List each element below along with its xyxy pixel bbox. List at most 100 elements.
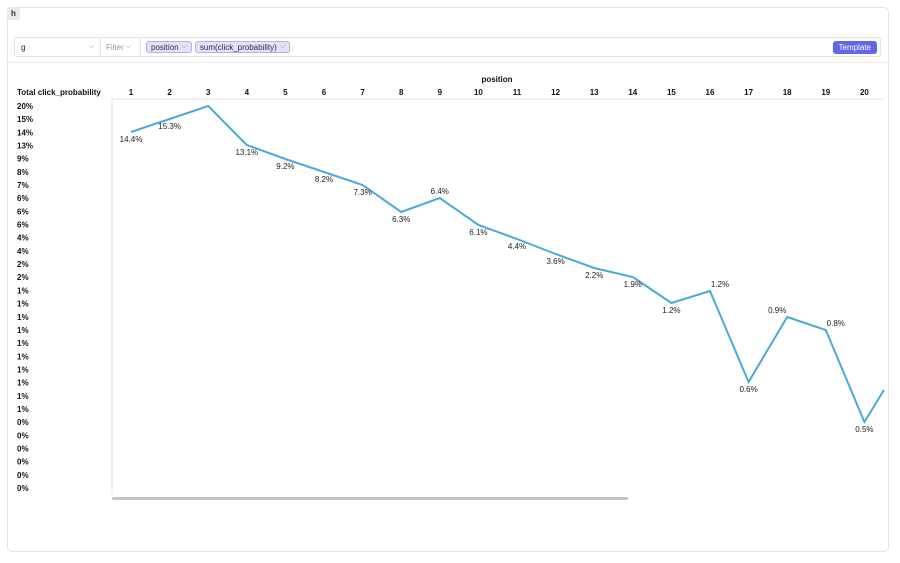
y-tick-label: 1% [17, 379, 29, 388]
data-label: 14.4% [120, 135, 143, 144]
y-tick-label: 1% [17, 326, 29, 335]
y-tick-label: 2% [17, 273, 29, 282]
tab-label: h [11, 9, 16, 18]
data-label: 1.9% [624, 280, 642, 289]
y-tick-label: 14% [17, 128, 33, 137]
y-tick-label: 20% [17, 102, 33, 111]
data-label: 4.4% [508, 242, 526, 251]
x-tick-label: 20 [860, 88, 869, 97]
data-label: 0.8% [827, 319, 845, 328]
x-tick-label: 15 [667, 88, 676, 97]
y-tick-label: 0% [17, 444, 29, 453]
y-tick-label: 4% [17, 247, 29, 256]
y-tick-label: 1% [17, 300, 29, 309]
data-point[interactable] [283, 157, 288, 162]
horizontal-scrollbar[interactable] [112, 497, 628, 500]
y-tick-label: 0% [17, 471, 29, 480]
x-tick-label: 14 [628, 88, 637, 97]
y-tick-label: 1% [17, 365, 29, 374]
data-point[interactable] [708, 289, 713, 294]
data-label: 1.2% [662, 306, 680, 315]
data-point[interactable] [592, 266, 597, 271]
x-tick-label: 2 [167, 88, 172, 97]
chart-card [7, 7, 889, 552]
data-point[interactable] [515, 237, 520, 242]
x-tick-label: 16 [706, 88, 715, 97]
data-label: 0.5% [855, 425, 873, 434]
y-tick-label: 15% [17, 115, 33, 124]
data-point[interactable] [129, 130, 134, 135]
table-select[interactable]: g ⌵ [15, 38, 101, 56]
y-tick-label: 0% [17, 418, 29, 427]
y-tick-label: 1% [17, 339, 29, 348]
y-tick-label: 1% [17, 405, 29, 414]
x-tick-label: 6 [322, 88, 327, 97]
x-tick-label: 10 [474, 88, 483, 97]
template-button[interactable]: Template [832, 40, 877, 54]
data-point[interactable] [823, 328, 828, 333]
series-line [130, 104, 885, 425]
data-point[interactable] [244, 143, 249, 148]
x-tick-label: 5 [283, 88, 288, 97]
y-tick-label: 0% [17, 484, 29, 493]
data-label: 6.1% [469, 228, 487, 237]
data-point[interactable] [630, 275, 635, 280]
query-toolbar: g ⌵ Filter ⌵ position ⌵ sum(click_probab… [14, 37, 881, 57]
data-label: 3.6% [546, 257, 564, 266]
data-label: 6.3% [392, 215, 410, 224]
data-point[interactable] [437, 196, 442, 201]
data-point[interactable] [862, 420, 867, 425]
y-tick-label: 4% [17, 234, 29, 243]
data-point[interactable] [322, 170, 327, 175]
data-label: 8.2% [315, 175, 333, 184]
measure-pill[interactable]: sum(click_probability) ⌵ [194, 41, 291, 53]
chevron-down-icon: ⌵ [279, 43, 286, 50]
data-point[interactable] [553, 252, 558, 257]
filter-placeholder: Filter [106, 42, 124, 52]
x-tick-label: 12 [551, 88, 560, 97]
x-tick-label: 7 [360, 88, 365, 97]
chevron-down-icon: ⌵ [88, 43, 94, 50]
table-select-value: g [21, 42, 26, 52]
data-point[interactable] [785, 315, 790, 320]
data-label: 15.3% [158, 122, 181, 131]
x-tick-label: 11 [513, 88, 522, 97]
data-point[interactable] [399, 210, 404, 215]
data-label: 9.2% [276, 162, 294, 171]
data-point[interactable] [476, 223, 481, 228]
x-tick-label: 13 [590, 88, 599, 97]
data-label: 1.2% [711, 280, 729, 289]
y-tick-label: 0% [17, 431, 29, 440]
y-tick-label: 1% [17, 313, 29, 322]
x-tick-label: 3 [206, 88, 211, 97]
x-axis-title: position [481, 75, 512, 84]
chevron-down-icon: ⌵ [181, 43, 187, 50]
x-tick-label: 4 [245, 88, 250, 97]
y-tick-label: 6% [17, 221, 29, 230]
data-label: 2.2% [585, 271, 603, 280]
y-tick-label: 9% [17, 155, 29, 164]
data-point[interactable] [167, 117, 172, 122]
y-tick-label: 7% [17, 181, 29, 190]
x-tick-label: 17 [744, 88, 753, 97]
y-tick-label: 1% [17, 286, 29, 295]
data-point[interactable] [669, 301, 674, 306]
x-tick-label: 9 [438, 88, 443, 97]
data-point[interactable] [206, 104, 211, 109]
dimension-pill-label: position [151, 42, 179, 52]
y-tick-label: 8% [17, 168, 29, 177]
data-label: 6.4% [431, 187, 449, 196]
tab-h[interactable]: h [7, 7, 20, 20]
x-tick-label: 8 [399, 88, 404, 97]
y-tick-label: 1% [17, 352, 29, 361]
dimension-pill[interactable]: position ⌵ [146, 41, 192, 53]
data-label: 0.9% [768, 306, 786, 315]
x-tick-label: 1 [129, 88, 134, 97]
data-label: 0.6% [739, 385, 757, 394]
y-tick-label: 1% [17, 392, 29, 401]
y-axis-title: Total click_probability [17, 88, 101, 97]
y-tick-label: 0% [17, 458, 29, 467]
data-point[interactable] [360, 183, 365, 188]
data-point[interactable] [746, 380, 751, 385]
filter-input[interactable]: Filter ⌵ [101, 38, 141, 56]
